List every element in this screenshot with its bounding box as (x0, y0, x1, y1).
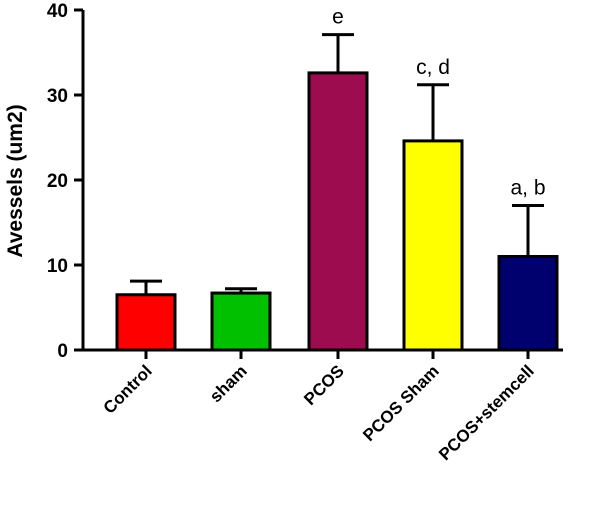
y-axis-title: Avessels (um2) (4, 104, 27, 257)
x-tick-label: sham (206, 361, 251, 406)
bar (307, 71, 369, 352)
x-tick-label: Control (100, 361, 156, 417)
significance-label: a, b (510, 177, 545, 200)
bars: e c, d a, b (115, 6, 559, 352)
significance-label: c, d (416, 56, 450, 79)
x-tick-label: PCOS Sham (359, 361, 443, 445)
bar (402, 139, 464, 352)
bar (497, 255, 559, 352)
bar (115, 293, 177, 352)
y-tick-label: 30 (47, 86, 68, 107)
significance-label: e (332, 6, 344, 29)
y-tick-label: 10 (47, 256, 68, 277)
y-axis: 0 10 20 30 40 (47, 1, 85, 362)
y-tick-label: 20 (47, 171, 68, 192)
x-tick-label: PCOS+stemcell (435, 361, 538, 464)
y-tick-label: 0 (57, 341, 68, 362)
y-tick-label: 40 (47, 1, 68, 22)
bar (210, 291, 272, 352)
x-tick-label: PCOS (300, 361, 348, 409)
